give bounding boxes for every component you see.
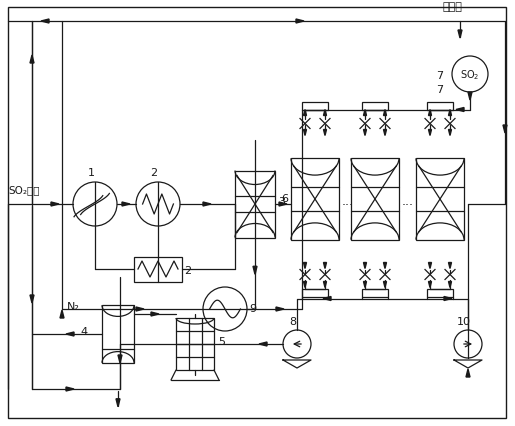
Polygon shape <box>449 110 452 116</box>
Text: 5: 5 <box>218 336 225 346</box>
Text: N₂: N₂ <box>67 301 80 311</box>
Text: SO$_2$: SO$_2$ <box>460 68 480 82</box>
Text: ...: ... <box>342 195 354 208</box>
Bar <box>302 102 328 110</box>
Text: 8: 8 <box>289 316 297 326</box>
Polygon shape <box>136 307 144 311</box>
Polygon shape <box>323 110 327 116</box>
Text: 7: 7 <box>436 85 443 95</box>
Polygon shape <box>456 108 464 112</box>
Bar <box>302 289 328 297</box>
Polygon shape <box>503 126 507 134</box>
Polygon shape <box>66 387 74 391</box>
Polygon shape <box>303 130 306 136</box>
Polygon shape <box>51 202 59 207</box>
Polygon shape <box>384 263 386 269</box>
Polygon shape <box>41 20 49 24</box>
Polygon shape <box>203 202 211 207</box>
Text: 2: 2 <box>184 265 191 275</box>
Text: 1: 1 <box>88 167 94 178</box>
Bar <box>235 171 275 238</box>
Polygon shape <box>323 263 327 269</box>
Bar <box>102 305 134 363</box>
Polygon shape <box>116 399 120 407</box>
Polygon shape <box>30 295 34 303</box>
Bar <box>291 159 339 240</box>
Polygon shape <box>279 202 287 207</box>
Text: 2: 2 <box>150 167 158 178</box>
Polygon shape <box>428 110 432 116</box>
Polygon shape <box>323 282 327 288</box>
Polygon shape <box>323 130 327 136</box>
Bar <box>176 318 214 370</box>
Polygon shape <box>449 282 452 288</box>
Text: 4: 4 <box>81 326 88 336</box>
Polygon shape <box>303 263 306 269</box>
Bar <box>427 289 453 297</box>
Polygon shape <box>384 282 386 288</box>
Polygon shape <box>384 130 386 136</box>
Polygon shape <box>303 110 306 116</box>
Polygon shape <box>276 307 284 311</box>
Polygon shape <box>458 31 462 39</box>
Bar <box>134 257 182 282</box>
Polygon shape <box>259 342 267 346</box>
Polygon shape <box>384 110 386 116</box>
Polygon shape <box>118 355 122 363</box>
Polygon shape <box>30 56 34 64</box>
Text: 净化气: 净化气 <box>442 2 462 12</box>
Polygon shape <box>323 297 331 301</box>
Text: 3: 3 <box>278 196 285 207</box>
Polygon shape <box>428 130 432 136</box>
Polygon shape <box>364 263 367 269</box>
Polygon shape <box>449 263 452 269</box>
Polygon shape <box>296 20 304 24</box>
Polygon shape <box>466 369 470 377</box>
Text: 6: 6 <box>281 193 288 204</box>
Bar <box>362 289 388 297</box>
Bar <box>351 159 399 240</box>
Text: 9: 9 <box>249 303 256 313</box>
Polygon shape <box>60 310 64 318</box>
Text: ...: ... <box>402 195 414 208</box>
Polygon shape <box>303 282 306 288</box>
Polygon shape <box>428 263 432 269</box>
Polygon shape <box>66 332 74 336</box>
Polygon shape <box>364 130 367 136</box>
Polygon shape <box>428 282 432 288</box>
Bar <box>362 102 388 110</box>
Bar <box>427 102 453 110</box>
Polygon shape <box>253 267 257 275</box>
Polygon shape <box>364 110 367 116</box>
Polygon shape <box>468 93 472 101</box>
Text: 7: 7 <box>436 71 443 81</box>
Text: SO₂烟气: SO₂烟气 <box>8 184 40 195</box>
Polygon shape <box>364 282 367 288</box>
Bar <box>416 159 464 240</box>
Polygon shape <box>444 297 452 301</box>
Text: 10: 10 <box>457 316 471 326</box>
Polygon shape <box>122 202 130 207</box>
Polygon shape <box>151 312 159 316</box>
Polygon shape <box>449 130 452 136</box>
